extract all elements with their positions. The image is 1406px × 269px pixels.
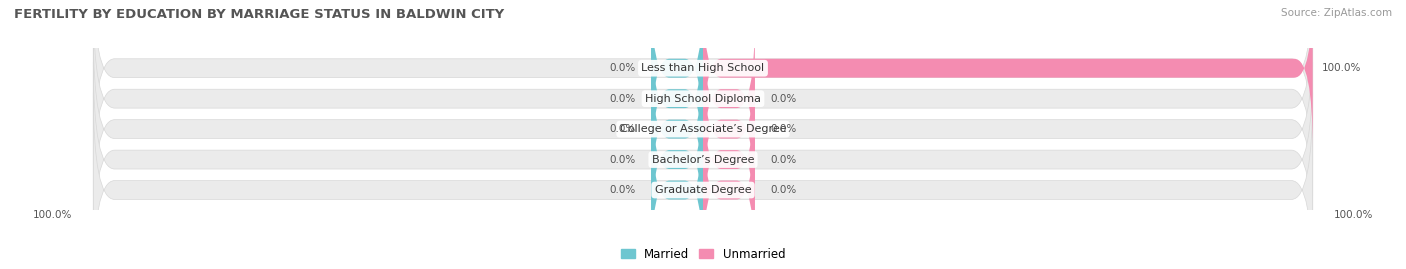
Text: 100.0%: 100.0% (32, 210, 72, 220)
FancyBboxPatch shape (651, 108, 703, 269)
Text: Source: ZipAtlas.com: Source: ZipAtlas.com (1281, 8, 1392, 18)
FancyBboxPatch shape (703, 108, 755, 269)
Text: 0.0%: 0.0% (610, 155, 636, 165)
Text: College or Associate’s Degree: College or Associate’s Degree (620, 124, 786, 134)
Text: 0.0%: 0.0% (770, 94, 796, 104)
Text: Bachelor’s Degree: Bachelor’s Degree (652, 155, 754, 165)
FancyBboxPatch shape (93, 93, 1313, 269)
Text: 0.0%: 0.0% (610, 124, 636, 134)
FancyBboxPatch shape (93, 2, 1313, 196)
FancyBboxPatch shape (651, 78, 703, 242)
Text: Less than High School: Less than High School (641, 63, 765, 73)
FancyBboxPatch shape (703, 78, 755, 242)
Legend: Married, Unmarried: Married, Unmarried (616, 243, 790, 265)
Text: 100.0%: 100.0% (1334, 210, 1374, 220)
Text: 0.0%: 0.0% (770, 155, 796, 165)
Text: FERTILITY BY EDUCATION BY MARRIAGE STATUS IN BALDWIN CITY: FERTILITY BY EDUCATION BY MARRIAGE STATU… (14, 8, 505, 21)
FancyBboxPatch shape (703, 17, 755, 180)
FancyBboxPatch shape (93, 62, 1313, 257)
FancyBboxPatch shape (651, 47, 703, 211)
Text: 0.0%: 0.0% (770, 185, 796, 195)
Text: Graduate Degree: Graduate Degree (655, 185, 751, 195)
Text: High School Diploma: High School Diploma (645, 94, 761, 104)
FancyBboxPatch shape (651, 17, 703, 180)
FancyBboxPatch shape (703, 0, 1313, 150)
Text: 0.0%: 0.0% (770, 124, 796, 134)
FancyBboxPatch shape (703, 47, 755, 211)
Text: 0.0%: 0.0% (610, 63, 636, 73)
FancyBboxPatch shape (93, 0, 1313, 165)
Text: 0.0%: 0.0% (610, 94, 636, 104)
Text: 0.0%: 0.0% (610, 185, 636, 195)
FancyBboxPatch shape (93, 32, 1313, 226)
Text: 100.0%: 100.0% (1322, 63, 1361, 73)
FancyBboxPatch shape (651, 0, 703, 150)
